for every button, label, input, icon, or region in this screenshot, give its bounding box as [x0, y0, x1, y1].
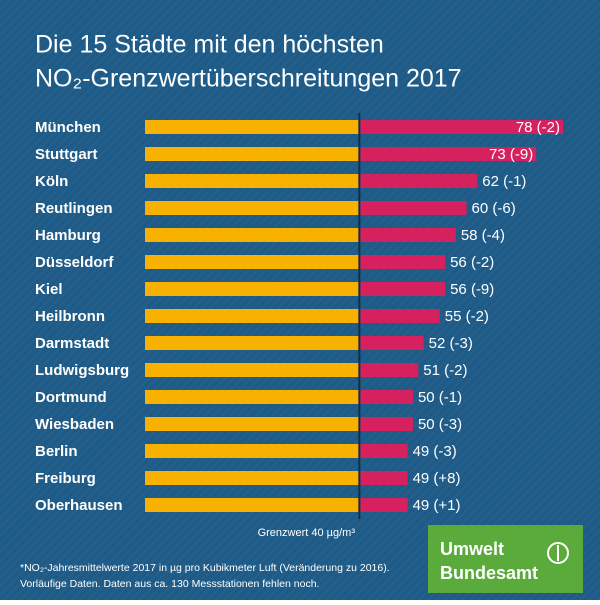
bar-below-limit	[145, 336, 360, 350]
bar-below-limit	[145, 120, 360, 134]
bar-above-limit	[359, 228, 456, 242]
value-label: 58 (-4)	[461, 227, 505, 244]
bar-below-limit	[145, 147, 360, 161]
logo-icon	[547, 542, 569, 564]
bar-below-limit	[145, 444, 360, 458]
bar-below-limit	[145, 498, 360, 512]
bar-below-limit	[145, 309, 360, 323]
value-label: 49 (+8)	[413, 470, 461, 487]
bar-below-limit	[145, 201, 360, 215]
category-label: Stuttgart	[35, 146, 98, 163]
category-label: Darmstadt	[35, 335, 109, 352]
bar-above-limit	[359, 363, 419, 377]
category-label: Köln	[35, 173, 68, 190]
chart-title: NO₂-Grenzwertüberschreitungen 2017	[35, 65, 462, 93]
value-label: 50 (-1)	[418, 389, 462, 406]
bar-above-limit	[359, 390, 413, 404]
category-label: Hamburg	[35, 227, 101, 244]
bar-below-limit	[145, 282, 360, 296]
value-label: 56 (-9)	[450, 281, 494, 298]
bar-above-limit	[359, 498, 408, 512]
bar-below-limit	[145, 228, 360, 242]
bar-below-limit	[145, 363, 360, 377]
threshold-label: Grenzwert 40 µg/m³	[258, 527, 356, 539]
value-label: 62 (-1)	[482, 173, 526, 190]
category-label: Düsseldorf	[35, 254, 114, 271]
category-label: Kiel	[35, 281, 63, 298]
value-label: 49 (+1)	[413, 497, 461, 514]
category-label: Ludwigsburg	[35, 362, 129, 379]
category-label: Freiburg	[35, 470, 96, 487]
footnote: Vorläufige Daten. Daten aus ca. 130 Mess…	[20, 578, 319, 590]
bar-above-limit	[359, 255, 446, 269]
category-label: München	[35, 119, 101, 136]
logo-box	[428, 525, 583, 593]
bar-below-limit	[145, 471, 360, 485]
category-label: Berlin	[35, 443, 78, 460]
bar-above-limit	[359, 336, 424, 350]
bar-above-limit	[359, 417, 413, 431]
bar-above-limit	[359, 309, 440, 323]
value-label: 50 (-3)	[418, 416, 462, 433]
chart-title: Die 15 Städte mit den höchsten	[35, 31, 384, 59]
bar-above-limit	[359, 282, 446, 296]
category-label: Oberhausen	[35, 497, 123, 514]
value-label: 78 (-2)	[516, 119, 560, 136]
category-label: Wiesbaden	[35, 416, 114, 433]
bar-below-limit	[145, 255, 360, 269]
value-label: 60 (-6)	[472, 200, 516, 217]
bar-above-limit	[359, 201, 467, 215]
category-label: Dortmund	[35, 389, 107, 406]
bar-above-limit	[359, 120, 563, 134]
footnote: *NO₂-Jahresmittelwerte 2017 in µg pro Ku…	[20, 562, 390, 574]
bar-below-limit	[145, 390, 360, 404]
bar-below-limit	[145, 417, 360, 431]
value-label: 55 (-2)	[445, 308, 489, 325]
bar-above-limit	[359, 471, 408, 485]
value-label: 73 (-9)	[489, 146, 533, 163]
bar-above-limit	[359, 174, 478, 188]
category-label: Heilbronn	[35, 308, 105, 325]
bar-below-limit	[145, 174, 360, 188]
bar-above-limit	[359, 147, 537, 161]
value-label: 52 (-3)	[429, 335, 473, 352]
value-label: 49 (-3)	[413, 443, 457, 460]
category-label: Reutlingen	[35, 200, 113, 217]
logo-text: Umwelt	[440, 539, 504, 559]
bar-above-limit	[359, 444, 408, 458]
value-label: 56 (-2)	[450, 254, 494, 271]
value-label: 51 (-2)	[423, 362, 467, 379]
logo-text: Bundesamt	[440, 563, 538, 583]
